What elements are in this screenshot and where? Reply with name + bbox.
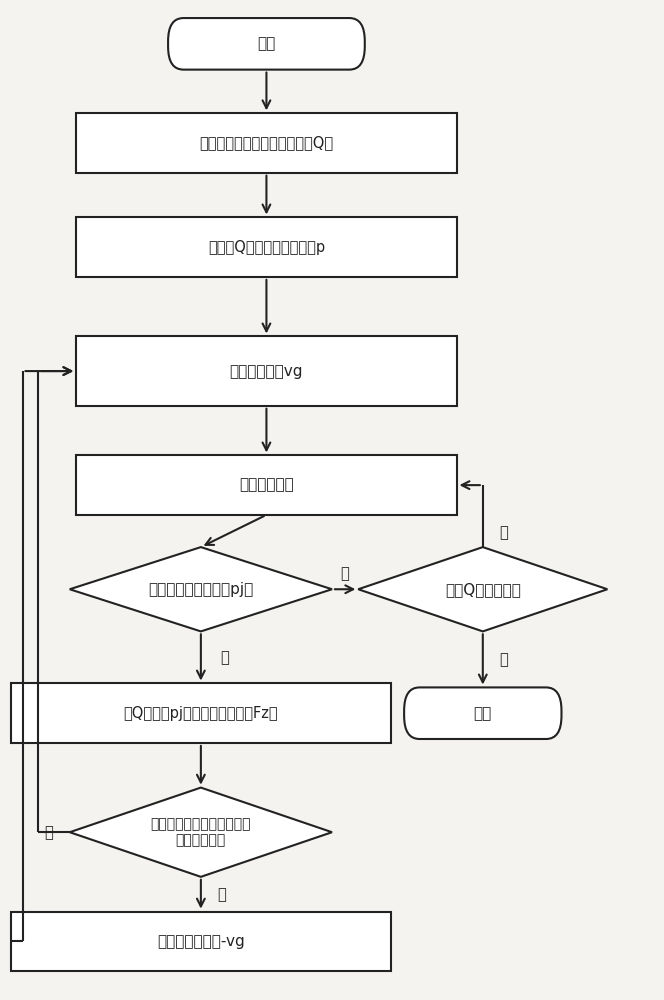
Polygon shape bbox=[70, 547, 332, 631]
Bar bbox=[76, 113, 457, 173]
Text: 开始: 开始 bbox=[258, 36, 276, 51]
Text: 否: 否 bbox=[341, 566, 349, 581]
Text: 计算生长方向vg: 计算生长方向vg bbox=[230, 364, 303, 379]
FancyBboxPatch shape bbox=[168, 18, 365, 70]
FancyBboxPatch shape bbox=[404, 687, 562, 739]
Text: 是否可以在生长方向上找到
新的邻域点？: 是否可以在生长方向上找到 新的邻域点？ bbox=[151, 817, 251, 847]
Polygon shape bbox=[358, 547, 608, 631]
Text: 是: 是 bbox=[220, 650, 229, 665]
Bar bbox=[76, 336, 457, 406]
Text: 是否找到新的生长点pj？: 是否找到新的生长点pj？ bbox=[148, 582, 254, 597]
Bar bbox=[11, 683, 391, 743]
Polygon shape bbox=[70, 788, 332, 877]
Text: 队列Q是否为空？: 队列Q是否为空？ bbox=[445, 582, 521, 597]
Text: 进行折线生长: 进行折线生长 bbox=[239, 478, 293, 493]
Text: 否: 否 bbox=[499, 525, 508, 540]
Text: 生长方向改变为-vg: 生长方向改变为-vg bbox=[157, 934, 245, 949]
Text: 是: 是 bbox=[44, 825, 53, 840]
Bar bbox=[76, 217, 457, 277]
Text: 否: 否 bbox=[217, 887, 226, 902]
Text: 是: 是 bbox=[499, 652, 508, 667]
Bar bbox=[11, 912, 391, 971]
Text: 从队列Q中取出初始生长点p: 从队列Q中取出初始生长点p bbox=[208, 240, 325, 255]
Bar bbox=[76, 455, 457, 515]
Text: 从Q中取出pj，将其添加到集合Fz中: 从Q中取出pj，将其添加到集合Fz中 bbox=[124, 706, 278, 721]
Text: 结束: 结束 bbox=[473, 706, 492, 721]
Text: 将所得特征点排序存储至队列Q中: 将所得特征点排序存储至队列Q中 bbox=[199, 135, 333, 150]
